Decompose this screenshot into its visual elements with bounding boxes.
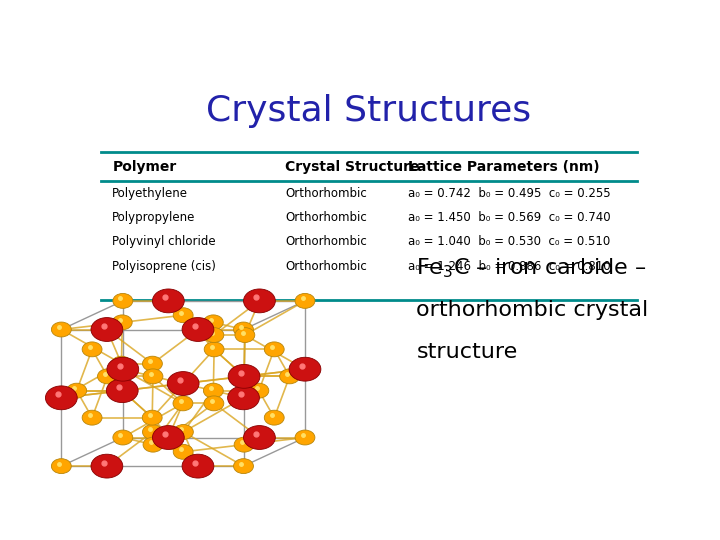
Circle shape	[112, 315, 132, 330]
Circle shape	[243, 426, 275, 449]
Circle shape	[234, 437, 254, 452]
Circle shape	[295, 430, 315, 445]
Text: Polymer: Polymer	[112, 160, 176, 174]
Circle shape	[143, 410, 162, 425]
Circle shape	[51, 458, 71, 474]
Text: Orthorhombic: Orthorhombic	[285, 211, 367, 224]
Circle shape	[182, 318, 214, 341]
Circle shape	[264, 410, 284, 425]
Text: a₀ = 1.450  b₀ = 0.569  c₀ = 0.740: a₀ = 1.450 b₀ = 0.569 c₀ = 0.740	[408, 211, 611, 224]
Circle shape	[143, 356, 162, 371]
Circle shape	[67, 383, 86, 398]
Circle shape	[235, 328, 255, 342]
Circle shape	[182, 454, 214, 478]
Circle shape	[91, 318, 123, 341]
Circle shape	[204, 328, 224, 342]
Text: Orthorhombic: Orthorhombic	[285, 187, 367, 200]
Circle shape	[203, 315, 223, 330]
Text: Orthorhombic: Orthorhombic	[285, 260, 367, 273]
Text: Polyvinyl chloride: Polyvinyl chloride	[112, 235, 216, 248]
Circle shape	[97, 369, 117, 384]
Text: a₀ = 1.246  b₀ = 0.886  c₀ = 0.810: a₀ = 1.246 b₀ = 0.886 c₀ = 0.810	[408, 260, 611, 273]
Circle shape	[112, 383, 132, 398]
Text: Polyethylene: Polyethylene	[112, 187, 189, 200]
Text: a₀ = 0.742  b₀ = 0.495  c₀ = 0.255: a₀ = 0.742 b₀ = 0.495 c₀ = 0.255	[408, 187, 611, 200]
Text: Polypropylene: Polypropylene	[112, 211, 196, 224]
Text: Polyisoprene (cis): Polyisoprene (cis)	[112, 260, 216, 273]
Circle shape	[82, 342, 102, 357]
Circle shape	[233, 322, 253, 337]
Circle shape	[249, 383, 269, 398]
Text: Fe$_3$C – iron carbide –: Fe$_3$C – iron carbide –	[416, 256, 647, 280]
Text: orthorhombic crystal: orthorhombic crystal	[416, 300, 649, 320]
Circle shape	[113, 430, 132, 445]
Circle shape	[203, 383, 223, 398]
Text: a₀ = 1.040  b₀ = 0.530  c₀ = 0.510: a₀ = 1.040 b₀ = 0.530 c₀ = 0.510	[408, 235, 611, 248]
Circle shape	[243, 289, 275, 313]
Circle shape	[174, 424, 194, 440]
Circle shape	[234, 369, 254, 384]
Circle shape	[204, 342, 224, 357]
Circle shape	[264, 342, 284, 357]
Circle shape	[289, 357, 321, 381]
Text: Crystal Structure: Crystal Structure	[285, 160, 420, 174]
Circle shape	[174, 444, 193, 460]
Circle shape	[51, 322, 71, 337]
Circle shape	[228, 386, 259, 410]
Text: Lattice Parameters (nm): Lattice Parameters (nm)	[408, 160, 600, 174]
Circle shape	[107, 379, 138, 403]
Text: structure: structure	[416, 342, 518, 362]
Text: Crystal Structures: Crystal Structures	[207, 94, 531, 128]
Circle shape	[153, 426, 184, 449]
Circle shape	[153, 289, 184, 313]
Circle shape	[113, 293, 132, 308]
Circle shape	[228, 364, 260, 388]
Circle shape	[107, 357, 139, 381]
Circle shape	[143, 369, 163, 384]
Circle shape	[174, 308, 193, 323]
Circle shape	[204, 396, 224, 411]
Circle shape	[45, 386, 77, 410]
Text: Orthorhombic: Orthorhombic	[285, 235, 367, 248]
Circle shape	[112, 356, 131, 371]
Circle shape	[167, 372, 199, 395]
Circle shape	[143, 424, 162, 440]
Circle shape	[173, 396, 193, 411]
Circle shape	[91, 454, 123, 478]
Circle shape	[82, 410, 102, 425]
Circle shape	[279, 369, 300, 384]
Circle shape	[295, 293, 315, 308]
Circle shape	[143, 437, 163, 452]
Circle shape	[233, 458, 253, 474]
